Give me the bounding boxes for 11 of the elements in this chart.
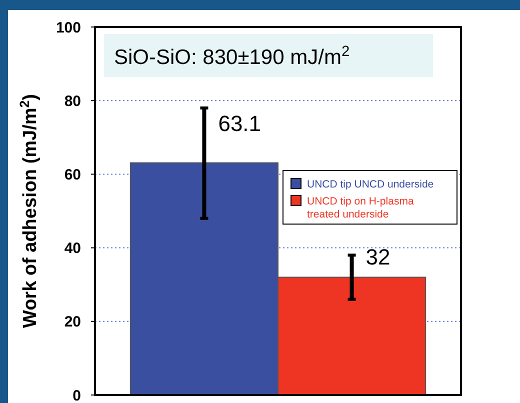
annotation: SiO-SiO: 830±190 mJ/m$^{2}$ — [114, 44, 350, 69]
y-tick-label: 40 — [64, 240, 81, 258]
y-tick-label: 100 — [56, 19, 81, 36]
legend-label: UNCD tip on H-plasma treated underside — [307, 195, 414, 220]
y-tick-label: 0 — [72, 387, 81, 403]
legend-label: UNCD tip UNCD underside — [307, 178, 434, 191]
data-label: 63.1 — [218, 110, 262, 136]
y-tick-label: 60 — [64, 166, 81, 184]
data-label: 32 — [366, 244, 390, 270]
y-tick-label: 20 — [64, 314, 81, 331]
y-tick-label: 80 — [64, 92, 81, 110]
